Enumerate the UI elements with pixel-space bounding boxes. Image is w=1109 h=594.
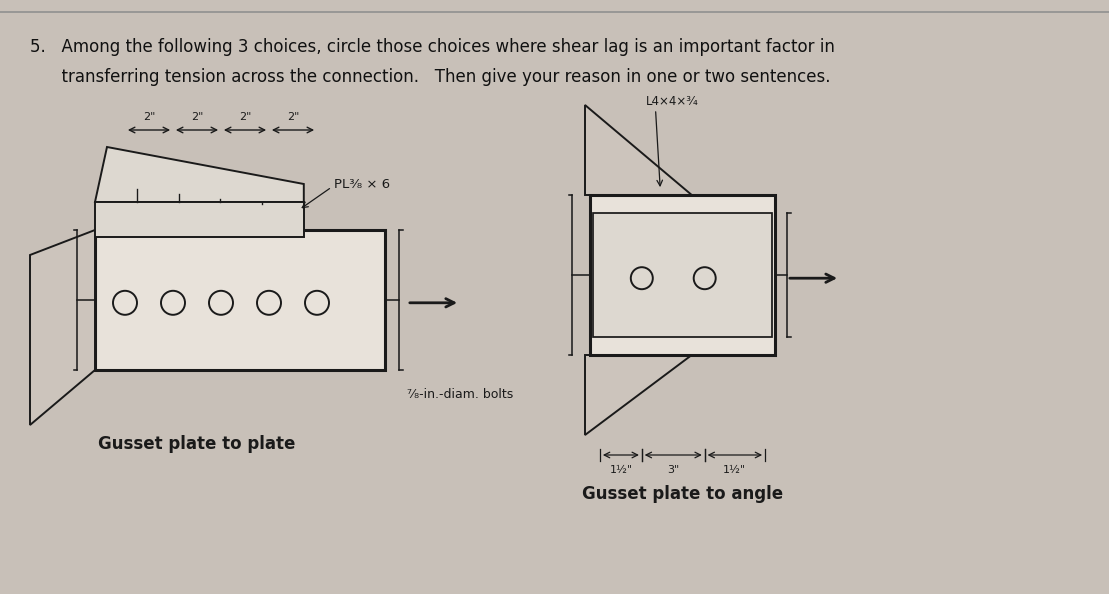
Text: 2": 2" [143,112,155,122]
Text: 1½": 1½" [723,465,746,475]
Bar [95,230,385,370]
Polygon shape [95,147,304,202]
Bar [95,202,304,237]
Bar [593,213,772,337]
Text: L4×4×³⁄₄: L4×4×³⁄₄ [645,95,699,108]
Text: PL³⁄₈ × 6: PL³⁄₈ × 6 [334,179,390,191]
Text: 3": 3" [668,465,680,475]
Bar [590,195,775,355]
Text: 2": 2" [287,112,299,122]
Text: 5.   Among the following 3 choices, circle those choices where shear lag is an i: 5. Among the following 3 choices, circle… [30,38,835,56]
Text: 1½": 1½" [609,465,632,475]
Text: 2": 2" [191,112,203,122]
Polygon shape [30,230,95,425]
Text: ⁷⁄₈-in.-diam. bolts: ⁷⁄₈-in.-diam. bolts [407,388,513,401]
Polygon shape [586,355,692,435]
Text: 2": 2" [238,112,251,122]
Text: Gusset plate to angle: Gusset plate to angle [582,485,783,503]
Polygon shape [586,105,692,195]
Text: Gusset plate to plate: Gusset plate to plate [98,435,295,453]
Text: transferring tension across the connection.   Then give your reason in one or tw: transferring tension across the connecti… [30,68,831,86]
